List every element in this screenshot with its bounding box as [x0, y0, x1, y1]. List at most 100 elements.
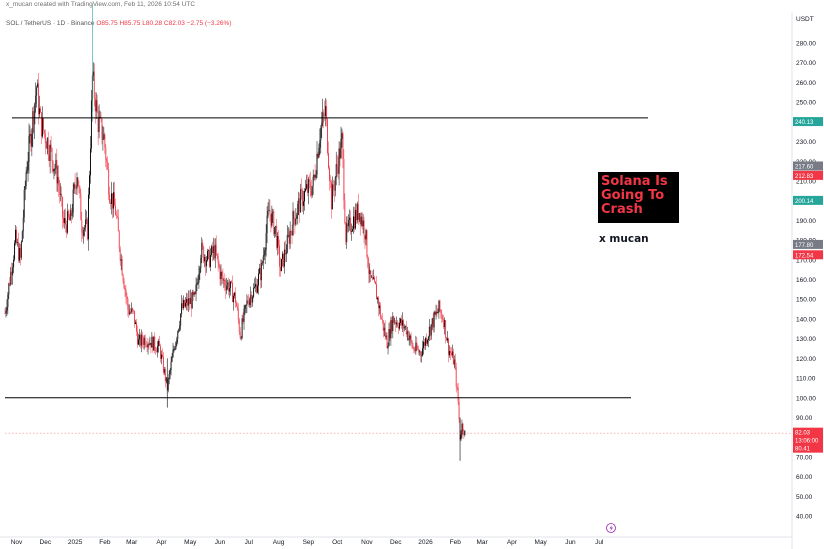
x-tick-label: Dec: [40, 539, 52, 546]
candle-body: [285, 252, 287, 255]
candle-body: [156, 351, 158, 353]
candle-body: [297, 203, 299, 216]
candle-body: [238, 319, 240, 332]
candle-body: [211, 246, 213, 254]
candle-body: [224, 279, 226, 286]
candle-body: [274, 227, 276, 235]
candle-body: [185, 302, 186, 307]
candle-body: [300, 189, 302, 213]
candle-body: [331, 184, 333, 210]
candle-body: [281, 259, 282, 272]
candle-body: [403, 327, 405, 329]
candle-body: [404, 326, 406, 328]
candle-body: [329, 168, 330, 182]
legend-ohlc: O85.75 H85.75 L80.28 C82.03 −2.75 (−3.26…: [96, 20, 232, 27]
candle-body: [29, 134, 31, 136]
candle-body: [178, 329, 180, 332]
candle-body: [420, 351, 422, 356]
candle-body: [130, 311, 132, 313]
candle-body: [408, 338, 410, 341]
x-tick-label: Apr: [156, 539, 167, 546]
candle-body: [25, 172, 27, 186]
candle-body: [8, 283, 10, 295]
candle-body: [249, 299, 251, 305]
candle-body: [218, 263, 220, 268]
candle-body: [191, 292, 193, 309]
candle-body: [165, 377, 167, 382]
candle-body: [190, 298, 192, 309]
candle-body: [256, 284, 257, 293]
candle-body: [362, 220, 364, 227]
candle-body: [390, 319, 392, 339]
candle-body: [121, 259, 123, 275]
price-marker-label: 172.54: [795, 253, 814, 259]
candle-body: [93, 71, 95, 98]
candle-body: [365, 230, 367, 240]
candle-body: [24, 185, 26, 190]
candle-body: [385, 335, 387, 337]
candle-body: [345, 223, 347, 243]
candle-body: [305, 188, 306, 191]
candle-body: [329, 181, 331, 182]
candle-body: [200, 257, 202, 269]
candle-body: [136, 322, 137, 332]
candle-body: [102, 139, 104, 140]
candle-body: [59, 185, 61, 195]
candle-body: [348, 220, 350, 227]
price-marker: [793, 239, 823, 249]
candle-body: [462, 423, 464, 432]
candle-body: [442, 318, 444, 321]
candle-body: [185, 299, 187, 303]
price-marker-label: 13:06:00: [795, 439, 819, 445]
candle-body: [226, 285, 228, 291]
candle-body: [338, 148, 340, 174]
x-tick-label: Nov: [11, 539, 23, 546]
candle-body: [440, 310, 442, 314]
candle-body: [400, 318, 401, 323]
candle-body: [252, 296, 254, 303]
price-marker: [793, 195, 823, 205]
candle-body: [443, 320, 445, 328]
price-marker: [793, 443, 823, 453]
candle-body: [168, 373, 170, 379]
candle-body: [90, 100, 92, 149]
candle-body: [195, 284, 197, 294]
candle-body: [292, 211, 294, 236]
candle-body: [324, 114, 326, 117]
candle-body: [77, 177, 79, 186]
candle-body: [335, 164, 337, 178]
candle-body: [366, 230, 368, 257]
candle-body: [146, 345, 148, 348]
candle-body: [6, 307, 8, 311]
y-tick-label: 120.00: [796, 356, 816, 363]
price-marker-label: 177.80: [795, 243, 814, 249]
candle-body: [328, 153, 329, 169]
candle-body: [95, 100, 97, 112]
candle-body: [422, 348, 424, 356]
candle-body: [117, 217, 119, 232]
candle-body: [115, 214, 117, 216]
candle-body: [277, 235, 279, 248]
candle-body: [75, 187, 77, 189]
candle-body: [339, 148, 341, 159]
candle-body: [283, 249, 285, 267]
candle-body: [367, 256, 369, 267]
candle-body: [350, 217, 352, 232]
y-tick-label: 260.00: [796, 80, 816, 87]
candle-body: [372, 276, 374, 280]
price-marker-label: 200.14: [795, 199, 814, 205]
candle-body: [242, 318, 244, 322]
candle-body: [454, 359, 456, 368]
candle-body: [248, 301, 250, 305]
candle-body: [68, 217, 70, 221]
candle-body: [353, 216, 355, 229]
candle-body: [23, 189, 25, 218]
candle-body: [82, 232, 84, 236]
candle-body: [423, 341, 425, 349]
candle-body: [233, 295, 234, 303]
candle-body: [65, 218, 66, 225]
price-marker: [793, 161, 823, 171]
candle-body: [120, 259, 122, 261]
candle-body: [364, 235, 366, 240]
